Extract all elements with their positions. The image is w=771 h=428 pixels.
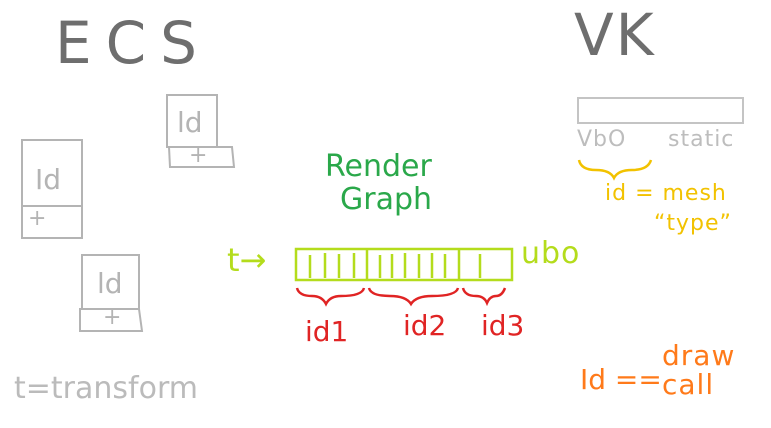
- draw-call-line2: call: [662, 368, 715, 401]
- entity-2-id-label: ld: [177, 106, 203, 139]
- entity-box-1: [21, 139, 83, 239]
- vk-title: VK: [574, 1, 656, 69]
- entity-box-3: [79, 254, 144, 332]
- entity-1-transform-label: +: [28, 206, 47, 231]
- group-label-id1: id1: [305, 315, 349, 348]
- static-label: static: [668, 127, 735, 152]
- vbo-static-bar: [577, 97, 744, 124]
- render-graph-title-line1: Render: [325, 149, 432, 184]
- mesh-note-line1: id = mesh: [605, 181, 727, 206]
- transform-legend: t=transform: [14, 371, 198, 406]
- vbo-label: VbO: [577, 127, 627, 152]
- draw-call-equals: Id ==: [580, 363, 662, 396]
- group-label-id3: id3: [481, 309, 525, 342]
- vbo-brace: [577, 159, 653, 181]
- entity-1-id-label: Id: [35, 163, 62, 196]
- entity-box-2: [166, 94, 236, 168]
- transform-input-arrow: t→: [227, 241, 267, 279]
- ubo-buffer: [294, 247, 514, 282]
- group-label-id2: id2: [403, 309, 447, 342]
- group-brace-id3: [461, 287, 507, 307]
- ecs-title: ECS: [55, 9, 211, 77]
- entity-3-id-label: ld: [97, 267, 123, 300]
- group-brace-id2: [367, 287, 460, 307]
- mesh-note-line2: “type”: [654, 211, 732, 236]
- group-brace-id1: [295, 287, 366, 307]
- entity-2-transform-label: +: [189, 143, 208, 168]
- render-graph-title-line2: Graph: [340, 182, 433, 217]
- entity-3-transform-label: +: [103, 305, 122, 330]
- draw-call-line1: draw: [662, 339, 736, 372]
- ubo-label: ubo: [521, 236, 581, 271]
